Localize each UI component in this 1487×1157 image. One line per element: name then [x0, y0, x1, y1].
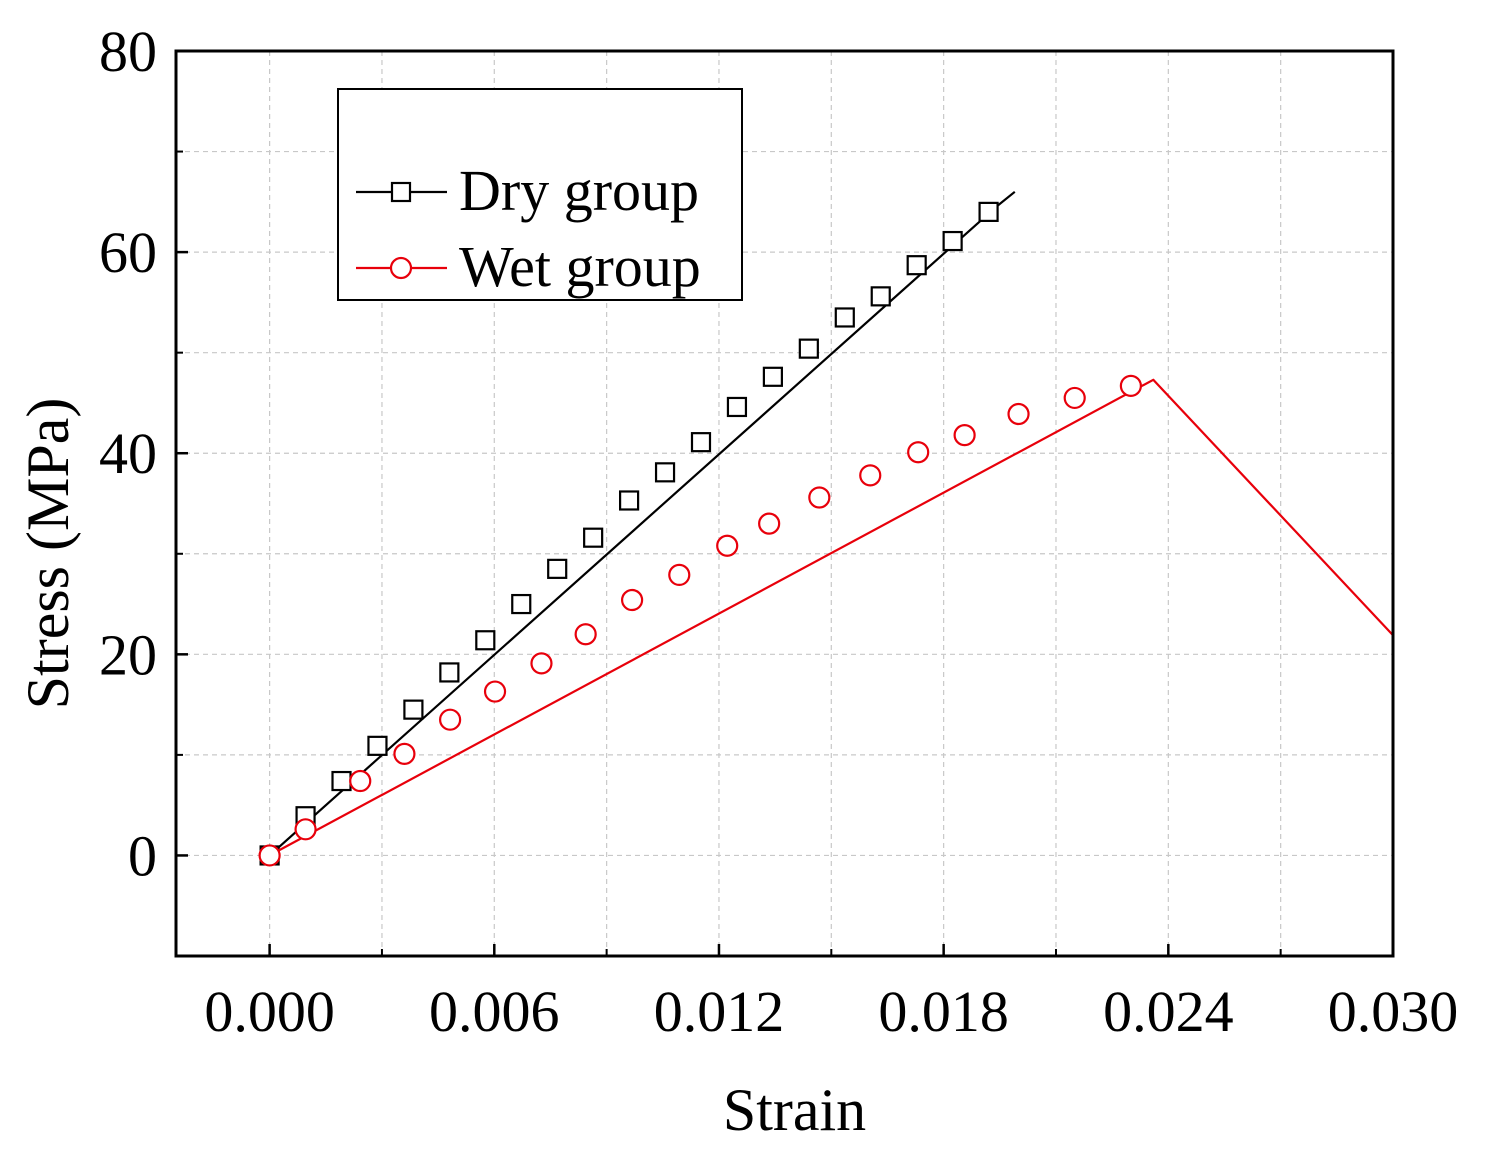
- data-point: [978, 201, 999, 222]
- legend-marker: [389, 256, 413, 280]
- y-axis-title: Stress (MPa): [15, 398, 81, 710]
- data-point: [726, 396, 748, 418]
- legend: Dry group Wet group: [337, 88, 743, 301]
- legend-marker: [390, 181, 412, 203]
- data-point: [367, 735, 388, 756]
- data-point: [654, 462, 676, 483]
- x-tick-label: 0.018: [878, 979, 1009, 1044]
- x-axis-title: Strain: [723, 1077, 866, 1143]
- data-point: [690, 432, 712, 453]
- data-point: [907, 441, 930, 464]
- data-point: [294, 818, 317, 841]
- series-wet-group: [258, 374, 1394, 867]
- data-point: [906, 255, 927, 276]
- data-point: [808, 486, 831, 509]
- y-tick-label: 0: [128, 823, 157, 888]
- data-point: [942, 230, 963, 252]
- data-point: [859, 464, 882, 487]
- data-point: [834, 307, 855, 328]
- data-point: [953, 424, 976, 447]
- x-tick-label: 0.030: [1328, 979, 1459, 1044]
- data-point: [1007, 402, 1030, 426]
- data-point: [349, 769, 372, 793]
- data-point: [393, 742, 416, 765]
- legend-label: Wet group: [459, 234, 701, 299]
- data-point: [798, 338, 819, 359]
- series-line: [269, 378, 1394, 857]
- x-tick-label: 0.000: [204, 979, 335, 1044]
- data-point: [574, 623, 597, 646]
- data-point: [547, 558, 568, 579]
- y-tick-label: 20: [99, 622, 157, 687]
- plot-frame: [174, 49, 1395, 958]
- data-point: [620, 588, 644, 612]
- y-tick-label: 80: [99, 19, 157, 84]
- x-tick-label: 0.012: [654, 979, 785, 1044]
- data-point: [475, 630, 496, 651]
- data-point: [870, 286, 891, 307]
- data-point: [439, 708, 462, 731]
- data-point: [403, 699, 424, 720]
- data-point: [331, 770, 352, 792]
- data-point: [716, 534, 739, 557]
- x-tick-label: 0.006: [429, 979, 560, 1044]
- legend-label: Dry group: [459, 158, 699, 223]
- data-point: [668, 563, 691, 586]
- data-point: [1119, 374, 1142, 397]
- data-point: [618, 490, 640, 511]
- series-group: [258, 190, 1394, 867]
- data-point: [511, 593, 532, 615]
- data-point: [439, 662, 460, 683]
- legend-item: Wet group: [356, 234, 701, 299]
- data-point: [1063, 386, 1086, 410]
- axis-ticks: [176, 49, 1395, 956]
- legend-item: Dry group: [356, 158, 699, 223]
- data-point: [530, 652, 553, 675]
- y-tick-label: 60: [99, 220, 157, 285]
- data-point: [483, 680, 507, 703]
- data-point: [583, 527, 604, 548]
- axis-labels: 0.000 0.006 0.012 0.018 0.024 0.030 0 20 40 60 80: [99, 19, 1458, 1044]
- data-point: [762, 366, 783, 387]
- y-tick-label: 40: [99, 421, 157, 486]
- x-tick-label: 0.024: [1103, 979, 1234, 1044]
- data-point: [758, 512, 781, 535]
- data-point: [258, 844, 281, 867]
